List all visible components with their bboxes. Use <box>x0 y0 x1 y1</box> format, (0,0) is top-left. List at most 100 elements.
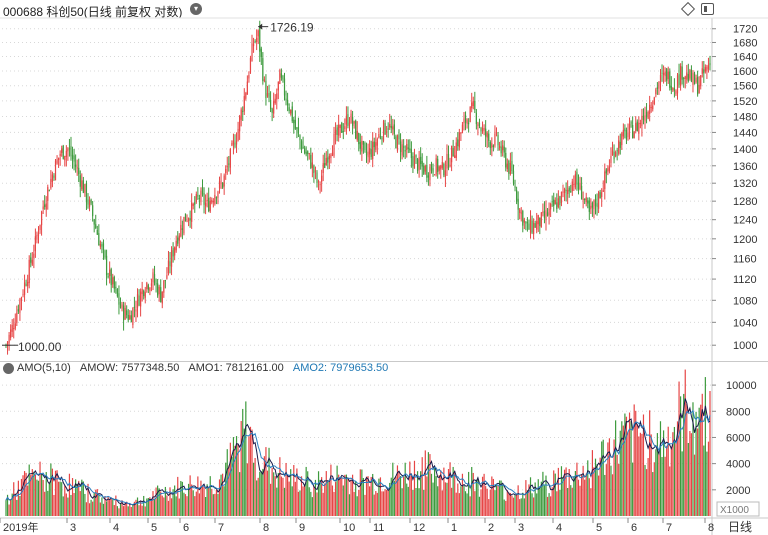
volume-bar <box>262 468 264 516</box>
candle-body <box>565 190 567 192</box>
candle-body <box>122 305 125 321</box>
candle-body <box>8 334 10 343</box>
volume-bar <box>406 483 408 516</box>
candle-body <box>170 250 173 267</box>
volume-bar <box>280 476 283 516</box>
candle-body <box>262 58 264 82</box>
price-tick-label: 1080 <box>733 295 757 307</box>
candle-body <box>215 197 218 199</box>
volume-bar <box>341 477 343 516</box>
candle-body <box>64 156 66 161</box>
candle-body <box>235 140 238 145</box>
candle-body <box>59 153 61 156</box>
volume-bar <box>491 476 493 516</box>
volume-bar <box>198 493 201 516</box>
chart-menu-icon[interactable]: ▾ <box>190 3 202 15</box>
volume-bar <box>636 424 638 516</box>
volume-bar <box>76 483 78 516</box>
volume-bar <box>451 487 453 516</box>
candle-body <box>616 150 618 152</box>
volume-bar <box>649 410 651 516</box>
candle-body <box>297 127 300 134</box>
volume-bar <box>338 474 340 516</box>
candle-body <box>28 259 30 284</box>
x-tick-label: 9 <box>299 522 305 534</box>
volume-bar <box>327 480 329 516</box>
volume-bar <box>20 478 23 516</box>
volume-bar <box>155 487 157 516</box>
volume-bar <box>440 470 442 516</box>
volume-bar <box>279 457 281 516</box>
volume-bar <box>222 473 224 516</box>
candle-body <box>167 260 170 274</box>
x-tick-label: 10 <box>343 522 355 534</box>
volume-bar <box>348 494 351 516</box>
candle-body <box>438 166 440 171</box>
volume-bar <box>310 491 312 516</box>
candle-body <box>116 288 119 297</box>
candle-body <box>463 118 465 124</box>
volume-bar <box>71 478 74 516</box>
volume-bar <box>421 457 423 516</box>
volume-bar <box>670 447 672 516</box>
candle-body <box>338 124 340 136</box>
candle-body <box>480 128 482 132</box>
candle-body <box>481 127 484 132</box>
volume-bars-group <box>5 369 711 516</box>
candle-body <box>146 282 148 290</box>
candle-body <box>601 192 603 197</box>
candle-body <box>285 98 287 101</box>
volume-bar <box>678 381 680 516</box>
candle-body <box>545 210 547 221</box>
volume-bar <box>124 502 126 516</box>
volume-bar <box>655 449 657 516</box>
volume-bar <box>260 471 262 516</box>
candle-body <box>220 182 222 184</box>
price-tick-label: 1360 <box>733 161 757 173</box>
candle-body <box>183 216 185 234</box>
volume-bar <box>218 479 221 516</box>
volume-bar <box>455 492 457 516</box>
volume-bar <box>533 497 535 516</box>
candle-body <box>548 208 550 216</box>
panel-toggle-icon[interactable] <box>701 3 714 15</box>
candle-body <box>92 205 94 217</box>
volume-bar <box>209 476 211 516</box>
candle-body <box>112 277 114 285</box>
candle-body <box>379 136 382 138</box>
candle-body <box>672 88 674 91</box>
volume-bar <box>101 497 103 516</box>
candle-body <box>395 136 397 149</box>
volume-bar <box>427 452 429 516</box>
candle-body <box>381 137 383 140</box>
candle-body <box>356 130 358 141</box>
volume-bar <box>183 492 185 516</box>
candle-body <box>571 181 573 192</box>
candle-body <box>98 233 100 246</box>
volume-bar <box>483 473 485 516</box>
candle-body <box>435 158 437 175</box>
volume-bar <box>177 476 179 516</box>
candle-body <box>430 163 433 171</box>
volume-bar <box>268 447 270 516</box>
volume-tick-label: 6000 <box>726 432 750 444</box>
volume-bar <box>673 426 676 516</box>
candle-body <box>132 308 134 326</box>
volume-bar <box>692 402 694 516</box>
volume-bar <box>249 426 252 516</box>
volume-bar <box>133 501 136 516</box>
volume-bar <box>362 478 365 516</box>
volume-bar <box>471 466 473 516</box>
volume-bar <box>328 479 330 516</box>
volume-bar <box>492 478 494 516</box>
volume-bar <box>160 491 162 516</box>
candle-body <box>282 75 284 80</box>
amo2-line <box>5 409 711 506</box>
volume-bar <box>478 496 481 516</box>
volume-bar <box>413 460 416 516</box>
amo-menu-icon[interactable] <box>3 363 14 374</box>
panel-divider <box>0 361 768 362</box>
volume-bar <box>252 462 255 516</box>
volume-bar <box>666 445 668 516</box>
